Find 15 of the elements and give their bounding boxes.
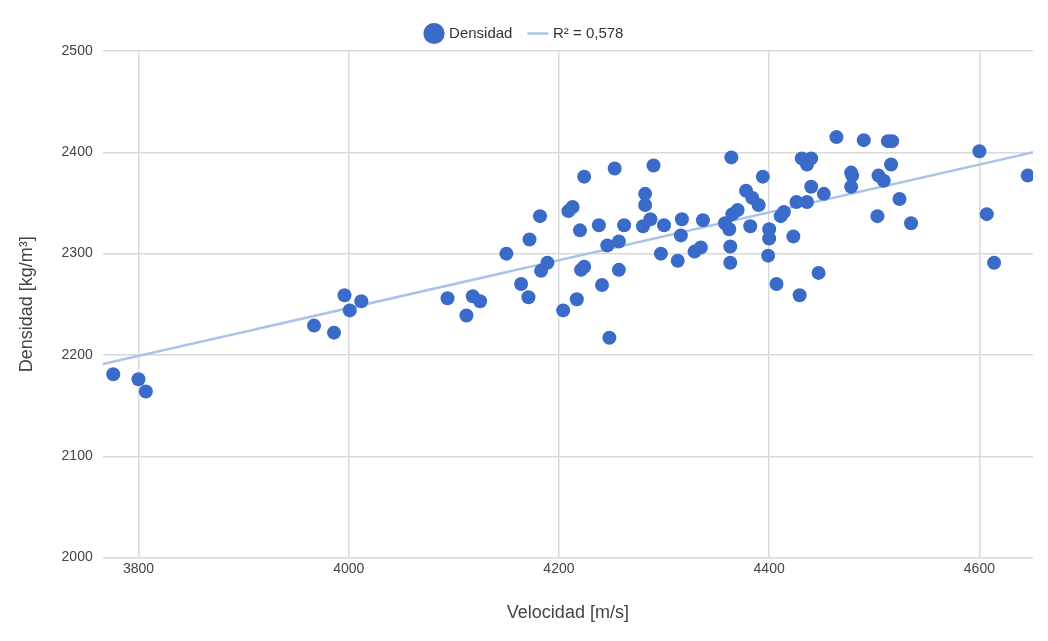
legend-label: Densidad xyxy=(449,23,513,41)
x-tick-label: 3800 xyxy=(122,559,155,576)
y-axis-title: Densidad [kg/m³] xyxy=(15,236,36,373)
y-tick-label: 2300 xyxy=(61,244,93,261)
y-tick-label: 2100 xyxy=(61,447,93,464)
x-tick-label: 4000 xyxy=(333,559,365,576)
y-tick-label: 2000 xyxy=(61,548,93,565)
x-tick-label: 4200 xyxy=(543,559,575,576)
x-axis-title: Velocidad [m/s] xyxy=(506,602,629,623)
x-tick-label: 4400 xyxy=(753,559,785,576)
x-tick-label: 4600 xyxy=(963,559,996,576)
y-tick-label: 2500 xyxy=(61,41,93,58)
legend-label: R² = 0,578 xyxy=(552,23,624,41)
y-tick-label: 2400 xyxy=(61,143,93,160)
y-tick-label: 2200 xyxy=(61,345,93,362)
